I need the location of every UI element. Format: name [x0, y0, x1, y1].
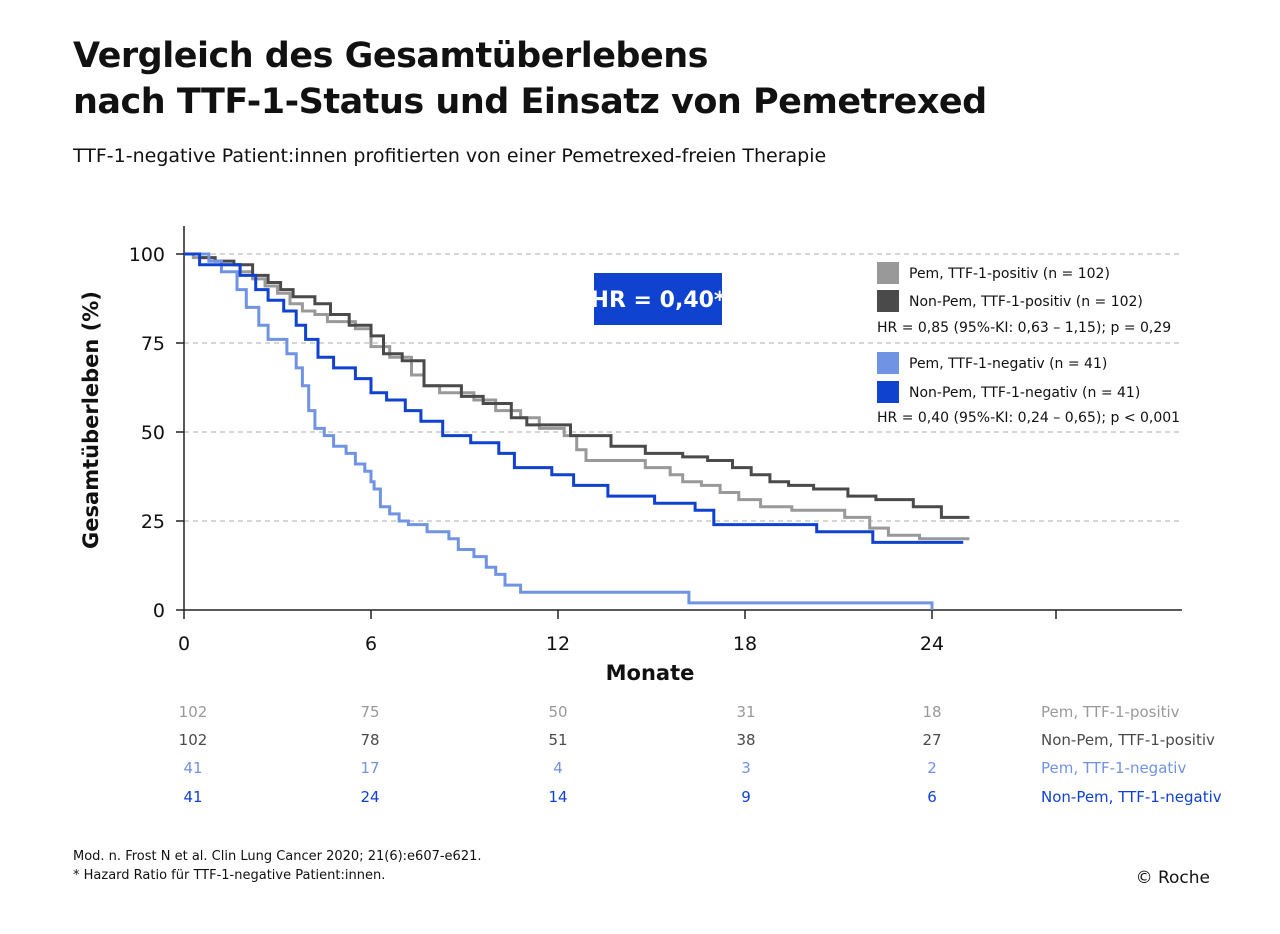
x-axis-label: Monate [606, 661, 695, 685]
hazard-ratio-note: * Hazard Ratio für TTF-1-negative Patien… [73, 868, 386, 883]
x-tick-label-18: 18 [733, 633, 757, 655]
survival-curve-non-pem-ttf-1-negativ [184, 252, 964, 544]
risk-cell: 2 [927, 759, 937, 777]
risk-cell: 17 [360, 759, 379, 777]
y-tick-label-25: 25 [141, 511, 165, 533]
survival-curve-pem-ttf-1-negativ [184, 252, 934, 610]
x-tick-label-12: 12 [546, 633, 570, 655]
axes: 0 6 12 18 24 0 25 50 75 100 Monate Gesamtüberleben … [79, 226, 1182, 685]
copyright: © Roche [1135, 868, 1210, 888]
survival-curves [184, 252, 970, 610]
x-tick-label-24: 24 [920, 633, 944, 655]
risk-table: 102 75 50 31 18 Pem, TTF-1-positiv 102 78 51 38 27… [179, 703, 1222, 806]
risk-cell: 75 [360, 703, 379, 721]
hr-value: HR = 0,40* [591, 288, 726, 313]
legend-hr-2: HR = 0,40 (95%-KI: 0,24 – 0,65); p < 0,0… [877, 410, 1180, 426]
legend-swatch-3 [877, 352, 899, 374]
risk-row-label: Pem, TTF-1-positiv [1041, 703, 1180, 721]
risk-cell: 3 [741, 759, 751, 777]
legend-label-1: Pem, TTF-1-positiv (n = 102) [909, 266, 1110, 282]
risk-cell: 27 [922, 731, 941, 749]
legend-swatch-4 [877, 381, 899, 403]
survival-curve-pem-ttf-1-positiv [184, 252, 970, 541]
y-tick-label-100: 100 [129, 244, 165, 266]
x-tick-label-0: 0 [178, 633, 190, 655]
risk-cell: 14 [548, 788, 567, 806]
risk-cell: 102 [179, 703, 208, 721]
risk-cell: 51 [548, 731, 567, 749]
risk-row-label: Non-Pem, TTF-1-positiv [1041, 731, 1215, 749]
risk-cell: 41 [183, 759, 202, 777]
risk-cell: 78 [360, 731, 379, 749]
legend-hr-1: HR = 0,85 (95%-KI: 0,63 – 1,15); p = 0,2… [877, 320, 1171, 336]
survival-curve-non-pem-ttf-1-positiv [184, 252, 970, 519]
footnotes: Mod. n. Frost N et al. Clin Lung Cancer … [73, 847, 482, 885]
risk-cell: 50 [548, 703, 567, 721]
risk-row-label: Non-Pem, TTF-1-negativ [1041, 788, 1222, 806]
x-tick-label-6: 6 [365, 633, 377, 655]
y-tick-label-0: 0 [153, 600, 165, 622]
legend-swatch-1 [877, 262, 899, 284]
risk-cell: 41 [183, 788, 202, 806]
y-tick-label-75: 75 [141, 333, 165, 355]
page-title: Vergleich des Gesamtüberlebens nach TTF-… [73, 33, 987, 125]
y-tick-label-50: 50 [141, 422, 165, 444]
risk-cell: 9 [741, 788, 751, 806]
risk-cell: 31 [736, 703, 755, 721]
risk-row-label: Pem, TTF-1-negativ [1041, 759, 1186, 777]
risk-cell: 38 [736, 731, 755, 749]
risk-cell: 18 [922, 703, 941, 721]
legend-label-3: Pem, TTF-1-negativ (n = 41) [909, 356, 1107, 372]
title-line-2: nach TTF-1-Status und Einsatz von Pemetr… [73, 82, 987, 122]
legend: Pem, TTF-1-positiv (n = 102) Non-Pem, TTF… [877, 262, 1180, 426]
risk-cell: 102 [179, 731, 208, 749]
risk-cell: 24 [360, 788, 379, 806]
hr-box [594, 273, 722, 325]
risk-cell: 6 [927, 788, 937, 806]
legend-label-4: Non-Pem, TTF-1-negativ (n = 41) [909, 385, 1140, 401]
title-line-1: Vergleich des Gesamtüberlebens [73, 36, 708, 76]
legend-label-2: Non-Pem, TTF-1-positiv (n = 102) [909, 294, 1143, 310]
grid-lines [184, 253, 1182, 522]
hr-annotation: HR = 0,40* [591, 273, 726, 325]
legend-swatch-2 [877, 290, 899, 312]
y-axis-label: Gesamtüberleben (%) [79, 291, 103, 549]
source-note: Mod. n. Frost N et al. Clin Lung Cancer … [73, 849, 482, 864]
risk-cell: 4 [553, 759, 563, 777]
page-subtitle: TTF-1-negative Patient:innen profitierte… [73, 145, 827, 167]
